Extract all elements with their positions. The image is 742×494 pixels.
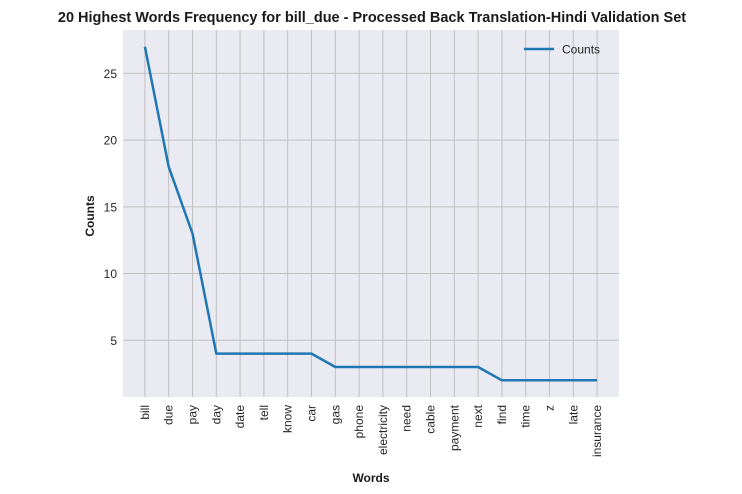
x-tick-label: tell [257, 405, 271, 420]
x-tick-label: next [471, 404, 485, 427]
y-tick-label: 15 [104, 200, 118, 214]
x-tick-label: find [495, 405, 509, 424]
x-tick-label: day [209, 405, 223, 424]
x-tick-label: car [305, 405, 319, 422]
series-group [143, 46, 598, 382]
y-axis-title: Counts [83, 195, 97, 237]
x-tick-label: gas [328, 405, 342, 424]
x-tick-label: cable [424, 405, 438, 434]
x-tick-label: insurance [590, 405, 604, 457]
x-tick-label: date [233, 405, 247, 429]
y-tick-label: 5 [110, 334, 117, 348]
x-tick-label: pay [186, 405, 200, 424]
y-gridlines [123, 72, 619, 341]
legend-label: Counts [562, 43, 600, 57]
series-line [143, 46, 598, 382]
y-tick-label: 10 [104, 267, 118, 281]
y-tick-label: 25 [104, 67, 118, 81]
x-tick-label: z [543, 405, 557, 411]
x-axis-title: Words [352, 471, 389, 485]
x-tick-label: phone [352, 405, 366, 439]
x-tick-label: need [400, 405, 414, 432]
x-tick-label: late [566, 405, 580, 425]
x-tick-label: due [162, 405, 176, 425]
y-tick-labels: 5 10 15 20 25 [104, 67, 118, 348]
x-tick-label: time [519, 405, 533, 428]
y-tick-label: 20 [104, 134, 118, 148]
x-tick-label: know [281, 405, 295, 433]
x-tick-labels: bill due pay day date tell know car gas phone elec… [138, 404, 604, 457]
x-tick-label: bill [138, 405, 152, 420]
plot-area [123, 30, 619, 397]
x-gridlines [144, 30, 598, 397]
x-tick-label: electricity [376, 405, 390, 455]
chart-title: 20 Highest Words Frequency for bill_due … [58, 10, 686, 26]
legend: Counts [524, 43, 600, 57]
x-tick-label: payment [447, 404, 461, 451]
